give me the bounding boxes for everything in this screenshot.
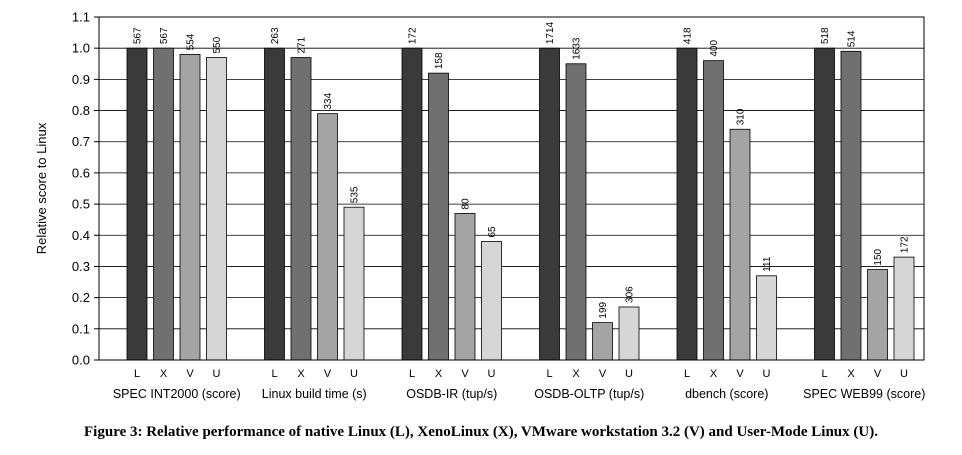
data-label: 1633 [572, 37, 583, 60]
bar [454, 213, 476, 361]
y-tick-label: 0.2 [72, 290, 90, 305]
data-label: 111 [762, 256, 773, 272]
data-label: 172 [408, 27, 419, 44]
bar [539, 47, 560, 361]
bar-letter-label: X [297, 368, 305, 380]
y-tick-label: 0.8 [72, 103, 90, 118]
plot-frame [98, 16, 925, 361]
bar [428, 72, 449, 361]
bar-letter-label: U [488, 368, 496, 380]
bar-letter-label: U [625, 368, 633, 380]
data-label: 400 [709, 40, 720, 57]
bar-letter-label: L [271, 368, 277, 380]
data-label: 158 [434, 52, 445, 69]
bar-chart: 567 567 554 550 263 271 334 535 172 158 80 65 1714 16… [34, 10, 925, 402]
bar [893, 256, 915, 361]
data-label: 554 [186, 33, 197, 50]
bar-letter-label: V [874, 368, 882, 380]
data-label: 271 [297, 36, 308, 53]
bar-letter-label: L [821, 368, 827, 380]
bar [814, 47, 835, 361]
bar-letter-label: L [546, 368, 552, 380]
bar-letter-label: X [710, 368, 718, 380]
bars: 567 567 554 550 263 271 334 535 172 158 80 65 1714 16… [126, 21, 915, 361]
bar [703, 60, 724, 361]
category-label: SPEC WEB99 (score) [803, 387, 925, 401]
y-tick-label: 0.6 [72, 165, 90, 180]
bar-letter-label: X [435, 368, 443, 380]
bar [126, 47, 148, 361]
data-label: 306 [625, 286, 636, 303]
bar [290, 57, 312, 361]
category-label: OSDB-OLTP (tup/s) [534, 387, 644, 401]
y-tick-label: 1.0 [72, 41, 90, 56]
bar [343, 206, 365, 361]
bar [840, 50, 862, 361]
y-tick-label: 0.1 [72, 321, 90, 336]
category-label: dbench (score) [685, 387, 768, 401]
y-tick-label: 0.4 [72, 228, 90, 243]
bar [206, 57, 227, 361]
bar [676, 47, 698, 361]
bar [565, 63, 587, 361]
data-label: 80 [461, 198, 472, 210]
data-label: 65 [487, 226, 498, 238]
y-tick-label: 0.9 [72, 72, 90, 87]
bar-letter-label: L [684, 368, 690, 380]
y-axis-title: Relative score to Linux [34, 122, 49, 254]
bar [867, 269, 888, 361]
axes: 0.0 0.1 0.2 0.3 0.4 0.5 0.6 0.7 0.8 0.9 1.0 1.1 L X V U… [72, 10, 925, 402]
bar [153, 47, 174, 361]
data-label: 199 [598, 301, 609, 318]
bar [592, 322, 613, 361]
category-label: Linux build time (s) [262, 387, 367, 401]
data-label: 514 [847, 30, 858, 47]
data-label: 172 [900, 236, 911, 253]
data-label: 518 [820, 27, 831, 44]
data-label: 418 [683, 27, 694, 44]
data-label: 550 [212, 36, 223, 53]
bar-letter-label: V [324, 368, 332, 380]
bar-letter-label: L [409, 368, 415, 380]
data-label: 535 [350, 186, 361, 203]
bar-letter-label: U [900, 368, 908, 380]
bar-letter-label: U [350, 368, 358, 380]
data-label: 263 [270, 27, 281, 44]
bar [756, 275, 777, 361]
bar-letter-label: X [160, 368, 168, 380]
bar-letter-label: L [134, 368, 140, 380]
bar-letter-label: V [599, 368, 607, 380]
figure-caption: Figure 3: Relative performance of native… [84, 424, 878, 440]
data-label: 150 [873, 248, 884, 265]
y-tick-label: 0.5 [72, 197, 90, 212]
y-tick-label: 0.0 [72, 353, 90, 368]
bar-letter-label: V [186, 368, 194, 380]
bar [264, 47, 285, 361]
bar-letter-label: U [213, 368, 221, 380]
category-label: OSDB-IR (tup/s) [406, 387, 497, 401]
bar [729, 128, 751, 361]
data-label: 567 [159, 27, 170, 44]
bar-letter-label: V [461, 368, 469, 380]
data-label: 310 [736, 108, 747, 125]
bar [317, 113, 338, 361]
bar [481, 241, 502, 361]
y-tick-label: 1.1 [72, 10, 90, 25]
bar-letter-label: V [736, 368, 744, 380]
category-label: SPEC INT2000 (score) [113, 387, 241, 401]
bar-letter-label: X [847, 368, 855, 380]
data-label: 1714 [545, 21, 556, 44]
y-tick-label: 0.3 [72, 259, 90, 274]
data-label: 334 [323, 93, 334, 110]
bar-letter-label: U [763, 368, 771, 380]
bar [179, 54, 201, 361]
data-label: 567 [133, 27, 144, 44]
bar-letter-label: X [572, 368, 580, 380]
y-tick-label: 0.7 [72, 134, 90, 149]
bar [618, 306, 640, 361]
bar [401, 47, 423, 361]
